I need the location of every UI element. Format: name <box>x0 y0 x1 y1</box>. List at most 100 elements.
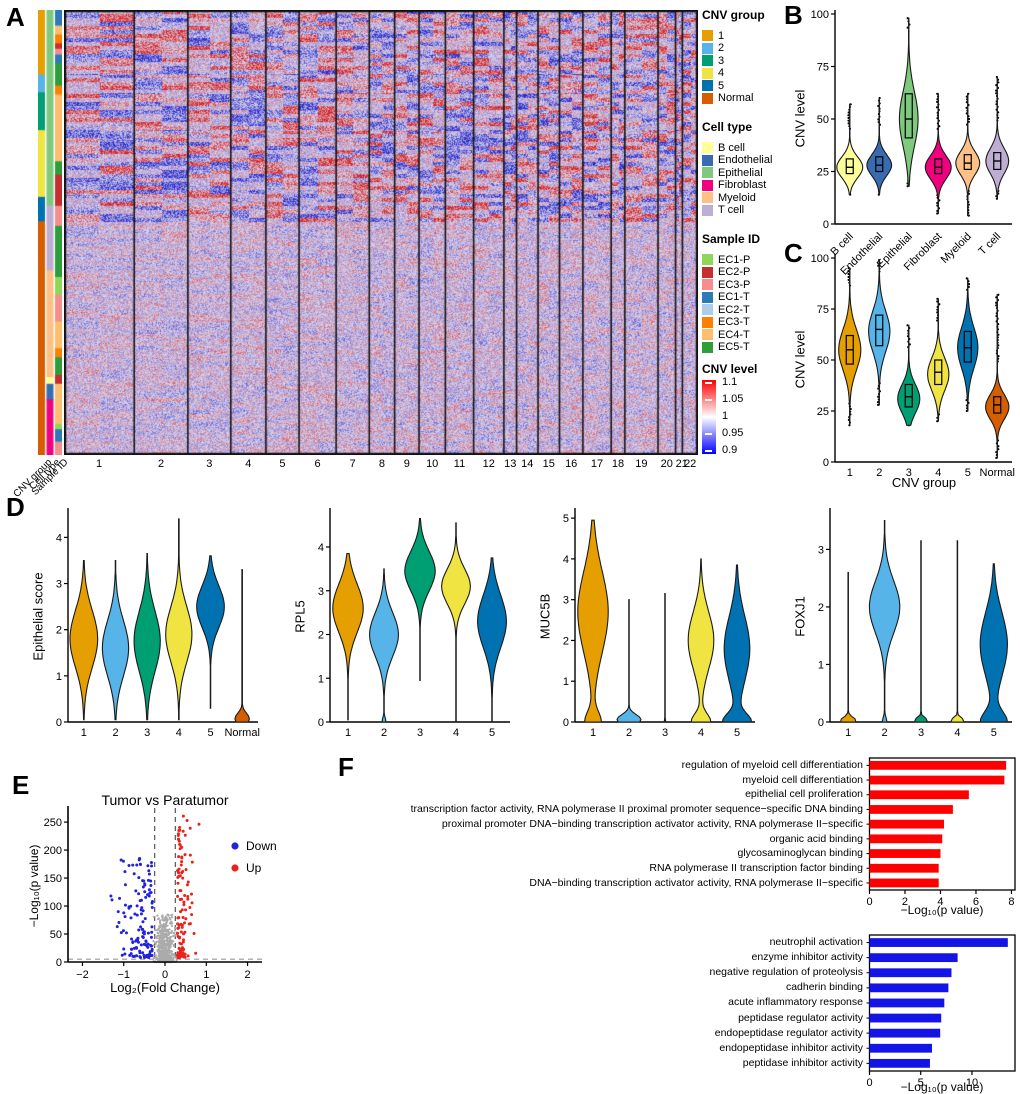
y-tick-label: 0 <box>56 957 62 969</box>
legend-item-sample-id-swatch <box>702 304 713 316</box>
legend-item-cnv-group: 2 <box>702 40 724 54</box>
go-bar-bottom-xlabel: −Log₁₀(p value) <box>900 1080 984 1094</box>
go-term-label: regulation of myeloid cell differentiati… <box>681 759 863 771</box>
x-tick-label: 2 <box>244 969 250 981</box>
legend-item-cnv-group: 4 <box>702 65 724 79</box>
legend-item-sample-id-swatch <box>702 316 713 328</box>
chromosome-label: 6 <box>314 458 321 470</box>
y-tick-label: 100 <box>811 9 829 21</box>
x-tick-label: Normal <box>224 727 259 739</box>
panel-d-label: D <box>6 492 25 522</box>
x-tick-label: 5 <box>918 1077 924 1089</box>
x-tick-label: 3 <box>144 727 150 739</box>
x-tick-label: 1 <box>203 969 209 981</box>
x-tick-label: 4 <box>698 727 704 739</box>
volcano-legend-label: Up <box>246 861 262 875</box>
go-term-label: RNA polymerase II transcription factor b… <box>649 861 863 874</box>
legend-item-cell-type-swatch <box>702 179 713 191</box>
panel-f-label: F <box>338 752 354 782</box>
legend-item-cnv-group-swatch <box>702 80 713 92</box>
chromosome-label: 18 <box>611 458 625 470</box>
x-tick-label: 6 <box>973 896 979 908</box>
go-term-label: acute inflammatory response <box>728 996 863 1009</box>
legend-item-sample-id-label: EC1-P <box>718 253 751 266</box>
y-tick-label: 25 <box>817 167 829 179</box>
x-tick-label: 2 <box>876 467 882 479</box>
y-tick-label: 250 <box>44 817 62 829</box>
x-tick-label: Normal <box>980 467 1015 479</box>
legend-item-cell-type-swatch <box>702 192 713 204</box>
go-term-label: endopeptidase regulator activity <box>714 1026 863 1039</box>
volcano-xlabel: Log₂(Fold Change) <box>110 980 220 995</box>
panel-c-xlabel: CNV group <box>891 475 957 490</box>
y-tick-label: 75 <box>817 62 829 74</box>
colorbar-tick-label: 1 <box>722 410 729 422</box>
legend-item-cnv-group-swatch <box>702 67 713 79</box>
legend-item-sample-id-swatch <box>702 254 713 266</box>
legend-item-sample-id-label: EC1-T <box>718 291 750 304</box>
legend-item-cnv-group-label: 1 <box>718 29 725 42</box>
go-term-label: peptidase regulator activity <box>738 1011 863 1024</box>
y-tick-label: 75 <box>817 304 829 316</box>
legend-item-cnv-group-swatch <box>702 55 713 67</box>
legend-item-cell-type: T cell <box>702 202 744 216</box>
y-tick-label: 3 <box>318 586 324 598</box>
legend-item-sample-id: EC4-T <box>702 326 750 341</box>
legend-item-cnv-group: 3 <box>702 52 725 67</box>
colorbar-tick <box>705 399 712 401</box>
x-tick-label: 5 <box>991 727 997 739</box>
legend-item-cnv-group-label: 3 <box>718 54 725 67</box>
violin-chart-by-cnvgroup: 0 25 50 75 100 1 2 3 4 5 Normal <box>811 253 1015 479</box>
panel-c-label: C <box>784 238 803 268</box>
x-tick-label: 3 <box>918 727 924 739</box>
x-tick-label: 2 <box>902 896 908 908</box>
legend-item-sample-id: EC3-P <box>702 276 750 291</box>
legend-item-sample-id: EC5-T <box>702 339 750 353</box>
legend-item-sample-id-swatch <box>702 291 713 303</box>
legend-item-cnv-group-swatch <box>702 30 713 42</box>
violin-epithelial-score: 0 1 2 3 4 1 2 3 4 5 Normal <box>56 508 260 739</box>
y-tick-label: 50 <box>817 114 829 126</box>
y-tick-label: 100 <box>44 901 62 913</box>
chromosome-label: 9 <box>403 458 410 470</box>
legend-item-cell-type-swatch <box>702 154 713 166</box>
violin-muc5b: 0 1 2 3 4 5 1 2 3 4 5 <box>563 508 755 739</box>
chromosome-label: 15 <box>542 458 555 470</box>
legend-item-cnv-group-swatch <box>702 92 713 104</box>
x-tick-label: −1 <box>117 969 130 981</box>
colorbar-tick <box>705 450 712 452</box>
go-term-label: neutrophil activation <box>769 936 863 948</box>
x-tick-label: 8 <box>1008 896 1014 908</box>
x-tick-label: 1 <box>345 727 351 739</box>
x-tick-label: 1 <box>845 727 851 739</box>
y-tick-label: 0 <box>563 717 569 729</box>
colorbar-tick-label: 0.9 <box>722 444 738 456</box>
colorbar-tick-label: 1.05 <box>722 393 744 405</box>
panel-a-label: A <box>6 2 25 32</box>
legend-item-cnv-group: 1 <box>702 27 725 42</box>
y-tick-label: 2 <box>318 630 324 642</box>
legend-item-sample-id-swatch <box>702 329 713 341</box>
go-bar-top-xlabel: −Log₁₀(p value) <box>900 903 984 917</box>
y-tick-label: 200 <box>44 845 62 857</box>
chromosome-label: 3 <box>206 458 213 470</box>
legend-item-cnv-group: Normal <box>702 90 754 105</box>
legend-item-cnv-group-label: Normal <box>718 92 754 105</box>
legend-item-cell-type-label: Endothelial <box>718 154 773 167</box>
legend-item-sample-id-swatch <box>702 266 713 278</box>
chromosome-label: 22 <box>684 458 697 470</box>
y-tick-label: 4 <box>563 554 569 566</box>
go-term-label: myeloid cell differentiation <box>742 773 863 786</box>
chromosome-label: 10 <box>426 458 439 470</box>
legend-item-sample-id-label: EC2-T <box>718 303 750 316</box>
legend-title-cnv-level: CNV level <box>702 362 758 376</box>
chromosome-label: 17 <box>590 458 604 470</box>
y-tick-label: 5 <box>563 513 569 525</box>
y-tick-label: 150 <box>44 873 62 885</box>
x-tick-label: 0 <box>162 969 168 981</box>
legend-title-cell-type: Cell type <box>702 120 753 134</box>
panel-b-label: B <box>784 0 803 30</box>
go-term-label: peptidase inhibitor activity <box>742 1056 863 1069</box>
go-term-label: proximal promoter DNA−binding transcript… <box>441 817 863 830</box>
